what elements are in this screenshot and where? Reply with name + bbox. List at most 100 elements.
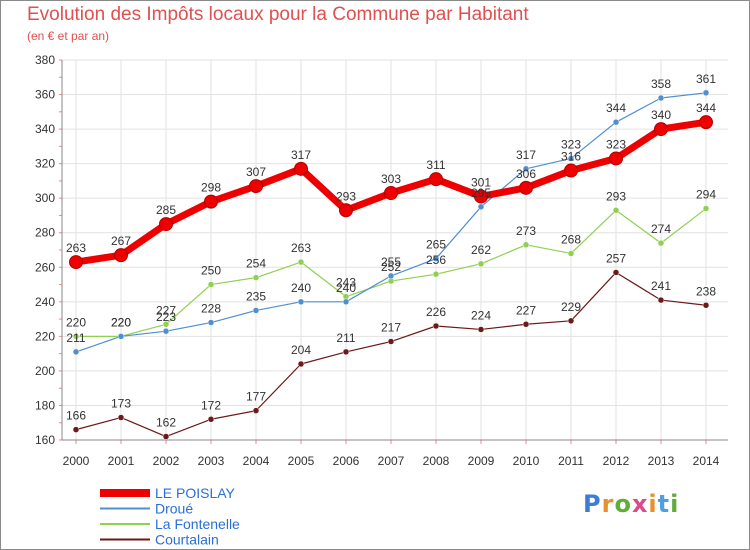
data-point [429,172,443,187]
x-tick-label: 2007 [378,454,405,468]
legend-label: Courtalain [155,532,219,548]
data-point [567,317,575,325]
data-point [297,258,305,266]
data-point [252,274,260,281]
data-point [249,179,263,194]
data-label: 217 [381,321,401,335]
proxiti-logo: Proxiti [583,490,679,518]
data-label: 257 [606,251,626,265]
data-point [342,348,350,356]
data-label: 263 [66,241,86,255]
logo-letter: o [614,490,632,518]
data-label: 298 [201,181,221,195]
chart-title: Evolution des Impôts locaux pour la Comm… [27,4,529,25]
data-label: 227 [156,303,176,317]
x-tick-label: 2002 [153,454,180,468]
data-label: 238 [696,284,716,298]
data-label: 224 [471,308,491,322]
data-label: 255 [381,255,401,269]
x-tick-label: 2004 [243,454,270,468]
data-point [339,203,353,218]
data-point [72,333,80,340]
data-point [522,241,530,249]
data-point [474,189,488,204]
data-label: 340 [651,108,671,122]
data-point [432,270,440,278]
data-label: 317 [516,148,536,162]
data-label: 256 [426,253,446,267]
data-label: 293 [336,189,356,203]
y-tick-label: 220 [35,329,55,343]
data-label: 294 [696,188,716,202]
data-label: 311 [426,158,445,172]
data-label: 223 [156,310,176,324]
data-label: 204 [291,343,311,357]
data-point [297,298,305,306]
data-point [657,296,665,304]
data-point [612,207,620,214]
x-tick-label: 2000 [63,454,90,468]
x-tick-label: 2006 [333,454,360,468]
data-label: 262 [471,243,491,257]
data-point [702,89,710,97]
axes: 160 180 200 220 240 260 280 300 320 340 360 380 2000… [35,53,728,468]
x-tick-label: 2012 [603,454,630,468]
data-label: 252 [381,260,401,274]
data-point [657,239,665,247]
data-point [702,205,710,212]
data-point [432,255,440,262]
y-tick-label: 360 [35,88,55,102]
data-point [654,122,668,137]
data-label: 267 [111,234,131,248]
x-tick-label: 2013 [648,454,675,468]
data-label: 254 [246,257,266,271]
chart-subtitle: (en € et par an) [27,29,110,43]
data-point [162,321,170,328]
data-label: 220 [66,315,86,329]
data-point [204,194,218,209]
data-point [477,203,485,211]
data-point [117,414,125,421]
series-layer [69,89,713,440]
data-label: 220 [111,315,131,329]
data-label: 268 [561,232,581,246]
data-label: 323 [561,137,581,151]
data-label: 240 [291,281,311,295]
y-tick-label: 260 [35,260,55,274]
data-point [699,115,713,130]
data-label: 211 [66,331,85,345]
data-label: 265 [426,238,446,252]
data-point [612,269,620,276]
data-point [162,433,170,440]
y-tick-label: 240 [35,295,55,309]
data-label: 172 [201,398,221,412]
data-label: 317 [291,148,311,162]
data-point [567,250,575,257]
data-label: 361 [696,72,716,86]
x-tick-label: 2005 [288,454,315,468]
data-point [522,321,530,328]
data-label: 166 [66,409,86,423]
data-label: 235 [246,289,266,303]
data-point [207,319,215,326]
logo-letter: i [648,490,658,518]
data-label: 250 [201,264,221,278]
logo-letter: i [670,490,680,518]
data-point [477,260,485,268]
data-point [657,94,665,102]
data-label: 211 [336,331,355,345]
data-point [252,307,260,314]
logo-letter: x [631,490,649,518]
y-tick-label: 160 [35,433,55,447]
y-tick-label: 380 [35,53,55,67]
data-point [162,327,170,335]
data-point [72,426,80,433]
data-point [114,248,128,263]
data-point [294,161,308,176]
data-point [159,217,173,232]
x-tick-label: 2011 [558,454,584,468]
data-label: 316 [561,150,581,164]
y-tick-label: 280 [35,226,55,240]
